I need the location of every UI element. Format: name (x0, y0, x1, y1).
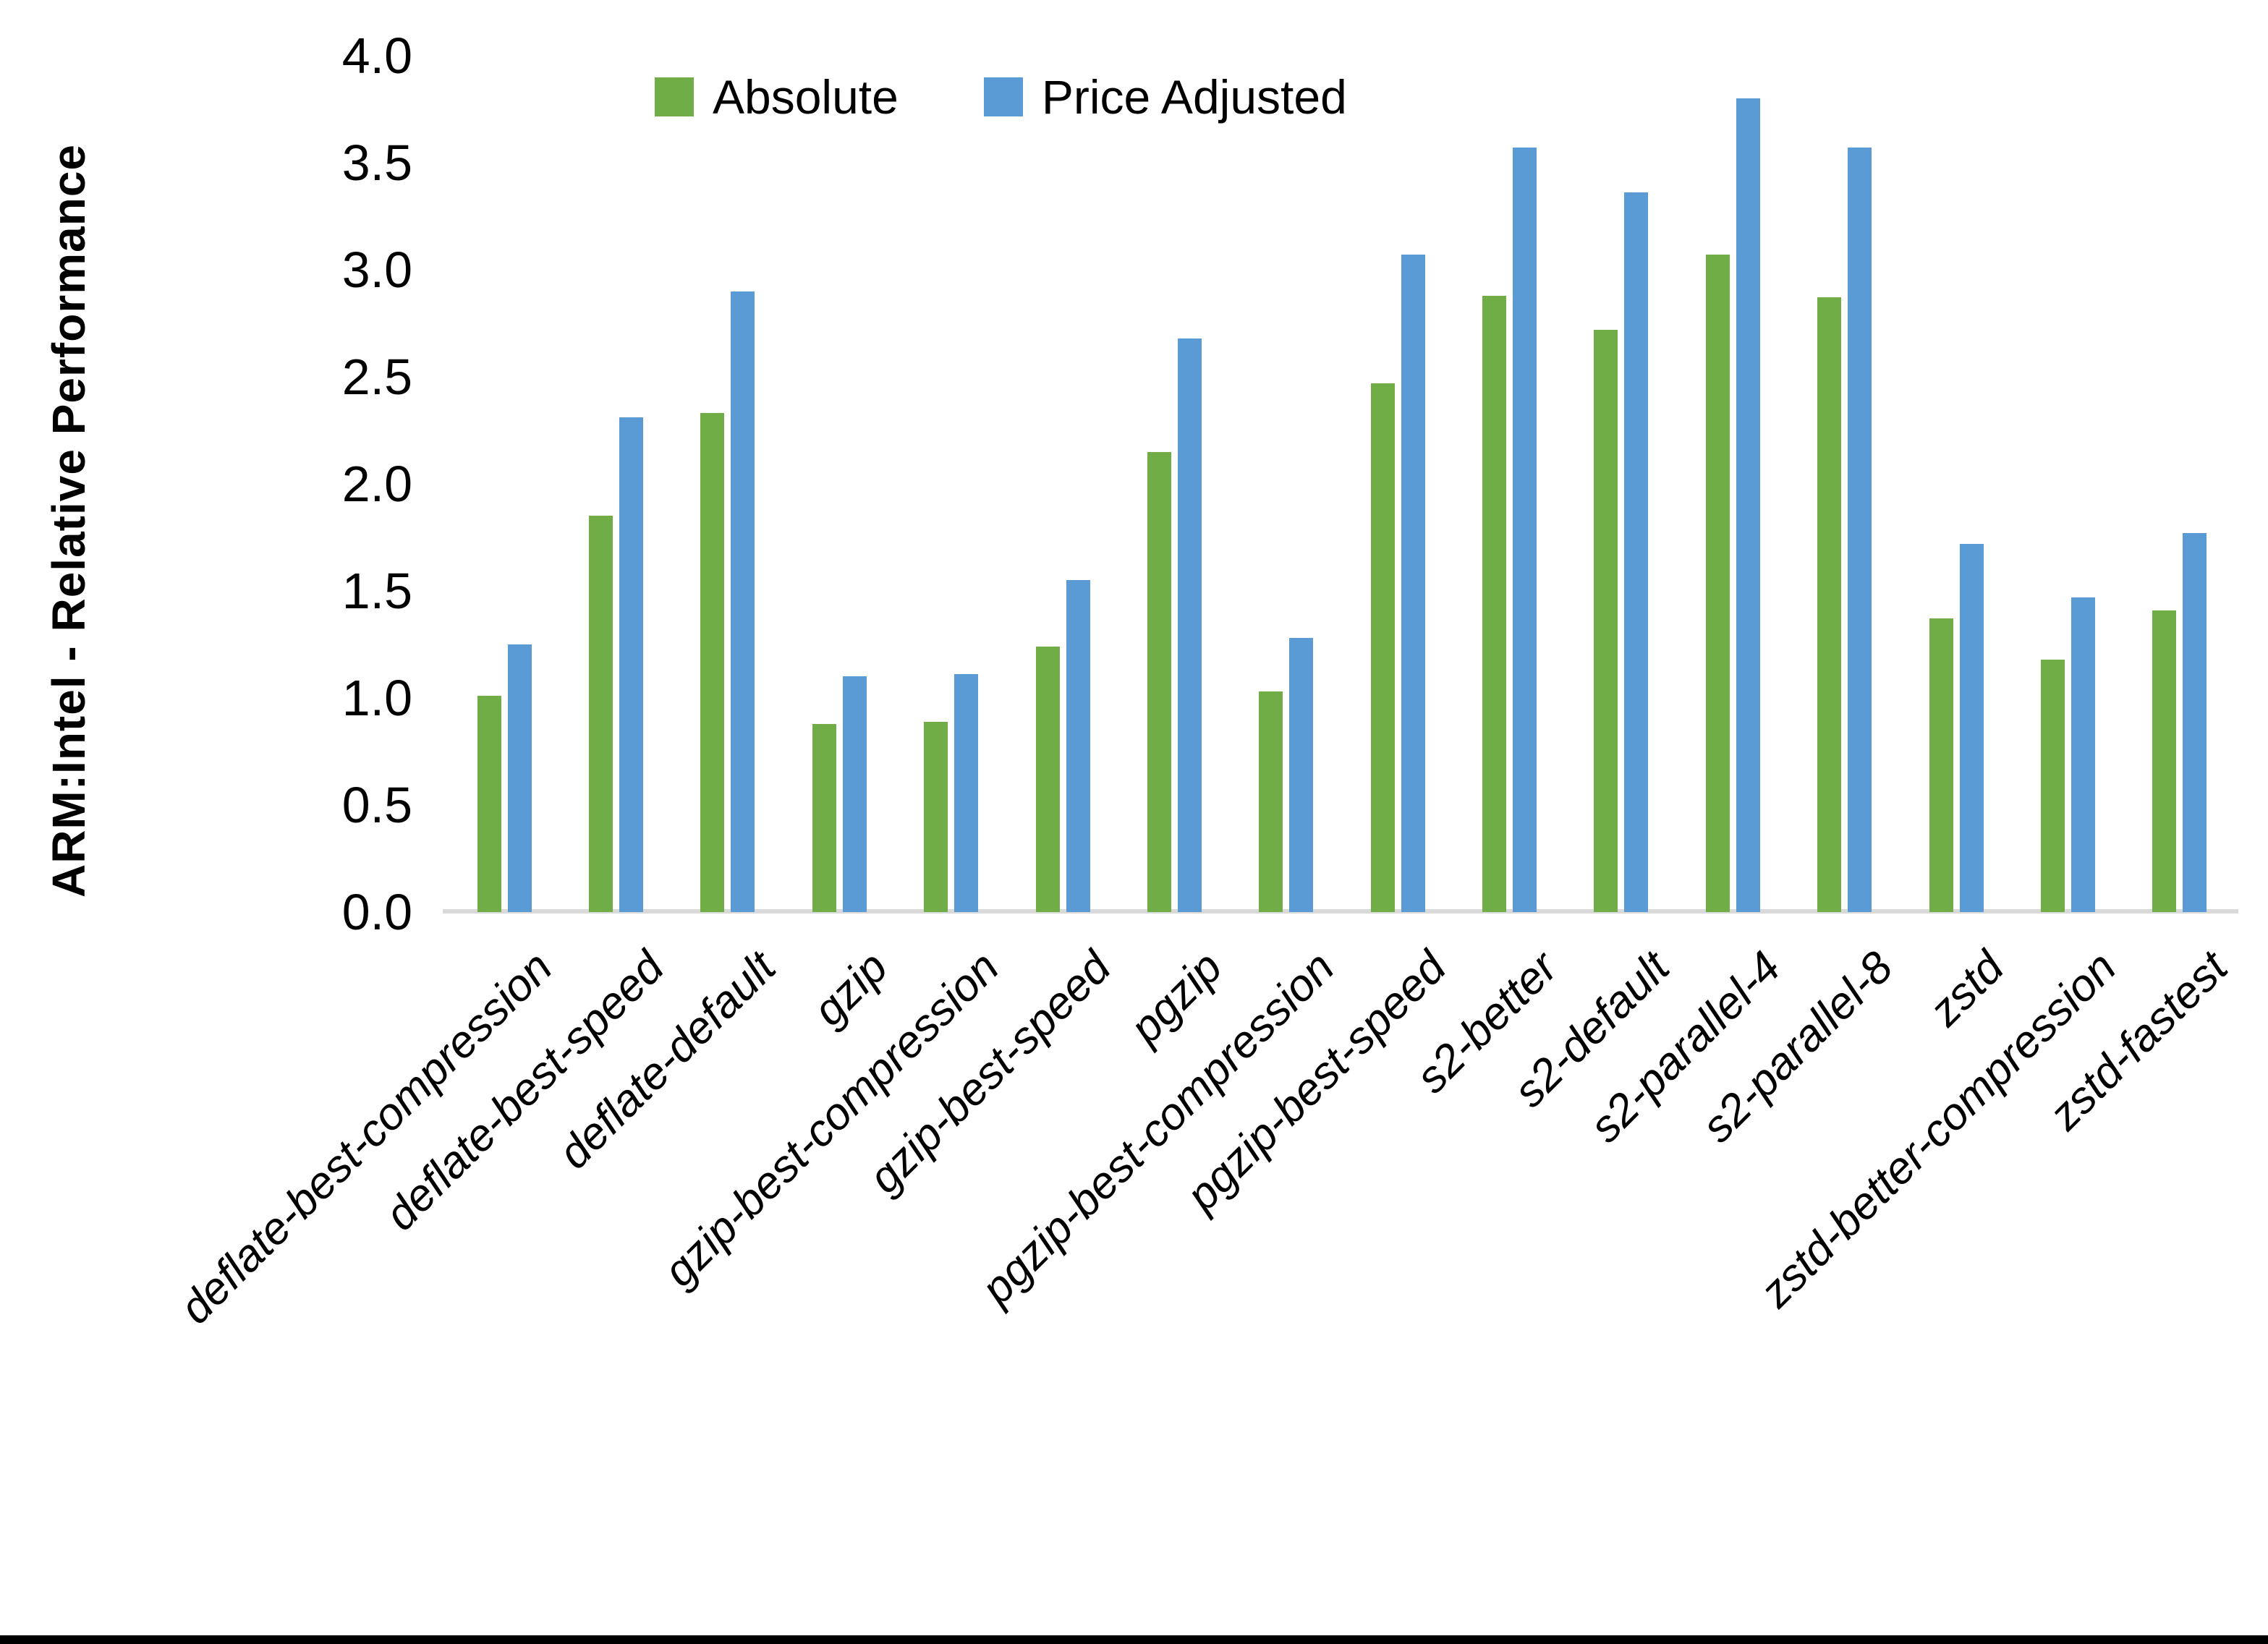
y-tick-label-1.5: 1.5 (341, 563, 412, 619)
y-axis-title: ARM:Intel - Relative Performance (43, 143, 95, 898)
y-tick-label-3.5: 3.5 (341, 135, 412, 191)
y-tick-label-0.5: 0.5 (341, 777, 412, 833)
bar-price-adjusted-gzip-best-compression (954, 674, 979, 912)
bar-price-adjusted-pgzip-best-speed (1401, 255, 1425, 912)
y-tick-label-2.0: 2.0 (341, 456, 412, 512)
bar-absolute-pgzip-best-speed (1370, 383, 1395, 912)
bar-price-adjusted-gzip-best-speed (1066, 580, 1090, 912)
bar-price-adjusted-pgzip (1177, 338, 1202, 912)
bar-price-adjusted-deflate-default (731, 291, 755, 912)
y-tick-label-3.0: 3.0 (341, 242, 412, 298)
bar-absolute-s2-parallel-8 (1817, 297, 1842, 912)
bar-absolute-gzip-best-compression (924, 721, 948, 912)
y-tick-label-1.0: 1.0 (341, 670, 412, 726)
bar-absolute-zstd-better-compression (2040, 659, 2065, 912)
bar-absolute-s2-default (1594, 329, 1618, 912)
legend-item-price-adjusted: Price Adjusted (983, 69, 1347, 124)
bottom-border-bar (0, 1635, 2268, 1644)
bar-absolute-deflate-best-speed (589, 516, 613, 912)
bar-price-adjusted-zstd-better-compression (2070, 597, 2095, 912)
bar-absolute-zstd (1929, 618, 1953, 912)
bar-absolute-gzip (812, 723, 836, 912)
bar-absolute-s2-parallel-4 (1705, 255, 1730, 912)
bar-absolute-gzip-best-speed (1035, 646, 1060, 912)
bar-price-adjusted-gzip (842, 676, 867, 912)
bar-absolute-pgzip (1147, 451, 1171, 912)
bar-price-adjusted-s2-default (1624, 192, 1649, 912)
bar-price-adjusted-zstd-fastest (2183, 533, 2207, 912)
bar-absolute-s2-better (1482, 295, 1507, 912)
y-tick-label-4.0: 4.0 (341, 27, 412, 84)
bar-absolute-pgzip-best-compression (1259, 691, 1283, 912)
legend-swatch-icon-price-adjusted (983, 77, 1023, 116)
bar-price-adjusted-s2-parallel-8 (1848, 148, 1872, 912)
bar-absolute-deflate-default (700, 413, 725, 912)
bar-price-adjusted-deflate-best-compression (507, 644, 532, 912)
legend-label-absolute: Absolute (713, 70, 899, 124)
x-axis-baseline (443, 909, 2238, 913)
bar-price-adjusted-s2-parallel-4 (1736, 98, 1760, 912)
bar-price-adjusted-s2-better (1513, 148, 1537, 912)
legend-swatch-icon-absolute (655, 77, 694, 116)
legend-item-absolute: Absolute (655, 69, 899, 124)
bar-absolute-zstd-fastest (2152, 610, 2177, 912)
x-label-gzip: gzip (803, 942, 897, 1036)
y-tick-label-2.5: 2.5 (341, 349, 412, 405)
bar-absolute-deflate-best-compression (477, 696, 501, 912)
legend-label-price-adjusted: Price Adjusted (1041, 70, 1347, 124)
legend: Absolute Price Adjusted (655, 69, 1347, 124)
bar-price-adjusted-zstd (1959, 543, 1984, 912)
bar-price-adjusted-pgzip-best-compression (1289, 638, 1314, 912)
y-tick-label-0.0: 0.0 (341, 884, 412, 940)
bar-price-adjusted-deflate-best-speed (619, 417, 644, 912)
x-label-zstd: zstd (1920, 942, 2014, 1036)
